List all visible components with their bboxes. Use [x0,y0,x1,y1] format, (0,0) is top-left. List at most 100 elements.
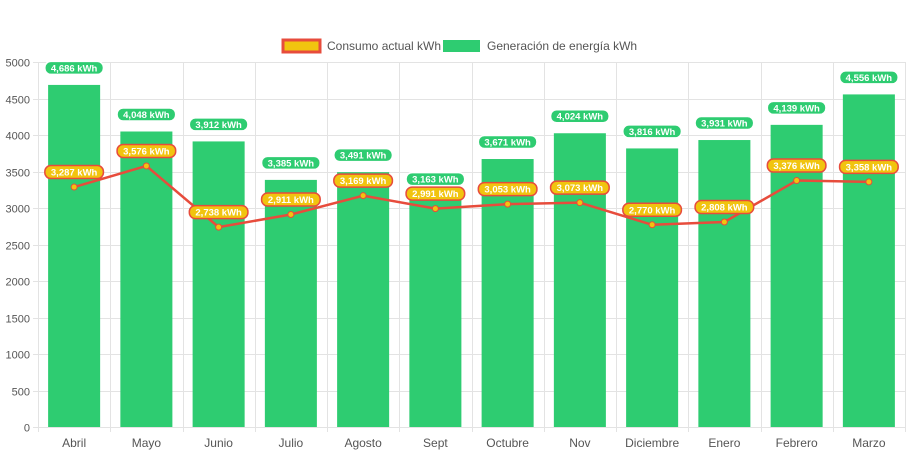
line-value-label-bg [44,164,105,180]
bar-value-label-text: 4,048 kWh [123,110,170,121]
bar-value-label-bg [260,155,321,171]
line-value-label-text: 3,073 kWh [557,183,604,194]
y-tick-label: 5000 [6,58,30,70]
line-value-label-text: 3,287 kWh [51,168,98,179]
line-point [720,218,728,226]
line-value-label-bg [766,158,827,173]
bar-value-label: 4,048 kWh [116,107,177,122]
legend-item-generacion: Generación de energía kWh [443,39,637,53]
line-value-label-text: 3,376 kWh [773,161,820,172]
bar [120,131,173,427]
bar-value-label: 4,556 kWh [838,70,899,85]
line-series [70,162,873,231]
bar-value-label-bg [766,100,827,116]
bar-value-label: 3,671 kWh [477,134,538,150]
line-value-label-bg [549,180,610,195]
x-axis: Abril Mayo Junio Julio Agosto Sept Octubre Nov D… [62,436,886,450]
line-value-label: 3,358 kWh [838,159,899,175]
y-tick-label: 2000 [6,277,30,289]
y-tick-label: 0 [24,423,30,435]
bar-value-label-text: 3,491 kWh [340,151,387,162]
bar-value-label: 3,931 kWh [694,115,755,131]
line-value-label-text: 2,991 kWh [412,189,459,200]
bar-value-label-bg [188,117,249,132]
legend: Consumo actual kWh Generación de energía … [281,38,637,54]
grid-lines [38,62,906,432]
bar [770,124,823,427]
line-value-label-bg [622,202,683,218]
bar [409,196,462,427]
x-tick-label: Agosto [344,436,382,450]
y-tick-label: 1000 [6,350,30,362]
legend-swatch-generacion [443,40,480,52]
legend-label-consumo: Consumo actual kWh [327,39,441,53]
bar-value-label-bg [477,134,538,150]
legend-label-generacion: Generación de energía kWh [487,39,637,53]
line-point [287,210,295,218]
bar [698,140,751,428]
line-value-label: 3,073 kWh [549,180,610,195]
x-tick-label: Nov [569,436,590,450]
line-value-label: 3,053 kWh [477,181,538,197]
bar-value-label-text: 3,912 kWh [195,120,242,131]
bar-value-label-text: 3,385 kWh [268,158,315,169]
x-tick-label: Marzo [852,436,886,450]
x-tick-label: Enero [708,436,740,450]
line-value-label-bg [260,192,321,207]
bar-value-label-text: 3,931 kWh [701,119,748,130]
line-value-label: 2,738 kWh [188,204,249,220]
bar-value-label: 3,163 kWh [405,171,466,187]
line-value-label-bg [188,204,249,220]
line-value-label-bg [116,143,177,159]
line-value-label-text: 2,808 kWh [701,203,748,214]
bar-value-label-bg [622,124,683,139]
bar-value-label-bg [44,60,105,76]
bar-value-label-bg [405,171,466,187]
line-value-label: 3,169 kWh [333,173,394,188]
bar-value-label-text: 3,816 kWh [629,127,676,138]
bar-value-label-text: 4,686 kWh [51,63,98,74]
line-value-label-bg [477,181,538,197]
bar-value-label: 3,491 kWh [333,147,394,163]
bar-value-label: 3,816 kWh [622,124,683,139]
line-value-label-text: 3,053 kWh [484,185,531,196]
bar-value-label: 3,912 kWh [188,117,249,132]
x-tick-label: Febrero [776,436,818,450]
line-point [865,178,873,186]
line-value-label-text: 2,770 kWh [629,205,676,216]
x-tick-label: Abril [62,436,86,450]
line-value-label: 2,808 kWh [694,199,755,215]
bar [553,133,606,428]
line-value-label: 2,911 kWh [260,192,321,207]
line-point [576,199,584,207]
line-value-label-bg [694,199,755,215]
line-value-label-text: 3,169 kWh [340,176,387,187]
bar-value-label: 3,385 kWh [260,155,321,171]
line-value-label-text: 3,576 kWh [123,146,170,157]
line-value-label-text: 3,358 kWh [846,162,893,173]
y-tick-label: 4500 [6,95,30,107]
line-value-label-text: 2,911 kWh [268,195,314,206]
line-value-label: 3,576 kWh [116,143,177,159]
legend-swatch-consumo [281,38,322,54]
y-axis: 0 500 1000 1500 2000 2500 3000 3500 4000 4500 5000 [6,58,38,435]
x-tick-label: Diciembre [625,436,679,450]
line-value-label: 2,770 kWh [622,202,683,218]
bar-value-label: 4,139 kWh [766,100,827,116]
bar-value-label-text: 4,024 kWh [557,112,604,123]
bar-value-label-text: 4,139 kWh [773,103,820,114]
y-tick-label: 1500 [6,314,30,326]
y-tick-label: 2500 [6,241,30,253]
bar-value-label: 4,686 kWh [44,60,105,76]
line-point [70,183,78,191]
x-tick-label: Junio [204,436,233,450]
bar [337,172,390,427]
bar-value-label-text: 3,163 kWh [412,175,459,186]
bar-series [48,84,895,428]
bar-value-label-bg [838,70,899,85]
x-tick-label: Mayo [132,436,162,450]
line-value-label: 3,287 kWh [44,164,105,180]
line-point [504,200,512,208]
line-value-label-bg [405,186,466,201]
